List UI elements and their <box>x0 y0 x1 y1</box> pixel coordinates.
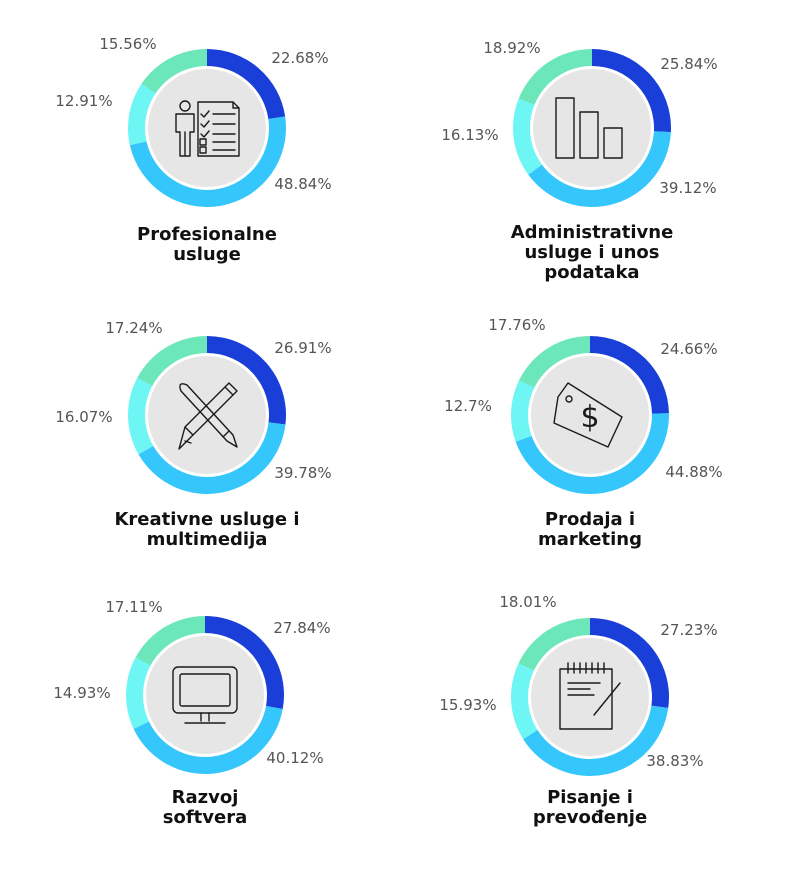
donut-slice <box>126 657 151 729</box>
bar-chart-icon <box>555 97 623 159</box>
chart-title: usluge i unos <box>524 242 659 263</box>
slice-value-label: 48.84% <box>274 175 331 193</box>
donut-center <box>144 634 266 756</box>
slice-value-label: 17.11% <box>105 598 162 616</box>
chart-title: usluge <box>173 244 241 265</box>
slice-value-label: 27.84% <box>273 619 330 637</box>
donut-slice <box>519 336 590 388</box>
chart-title: Administrativne <box>511 222 674 243</box>
slice-value-label: 18.01% <box>499 593 556 611</box>
donut-slice <box>137 336 207 386</box>
monitor-icon <box>172 666 238 724</box>
donut-slice <box>523 705 669 776</box>
chart-title: Prodaja i <box>545 509 635 530</box>
slice-value-label: 27.23% <box>660 621 717 639</box>
donut-slice <box>511 380 535 442</box>
slice-value-label: 12.7% <box>444 397 492 415</box>
slice-value-label: 18.92% <box>483 39 540 57</box>
donut-chart: 25.84% 39.12% 16.13% 18.92% Administrativneu… <box>441 39 717 283</box>
slice-value-label: 16.07% <box>55 408 112 426</box>
donut-chart: $24.66% 44.88% 12.7% 17.76% Prodaja imarketi… <box>444 316 722 550</box>
donut-center <box>531 67 653 189</box>
donut-slice <box>528 131 671 208</box>
donut-center <box>529 354 651 476</box>
svg-text:$: $ <box>580 400 599 435</box>
slice-value-label: 15.56% <box>99 35 156 53</box>
slice-value-label: 39.12% <box>659 179 716 197</box>
donut-slice <box>138 422 286 494</box>
chart-title: Profesionalne <box>137 224 277 245</box>
pencil-brush-icon <box>178 382 238 450</box>
slice-value-label: 17.24% <box>105 319 162 337</box>
chart-title: softvera <box>163 807 247 828</box>
donut-slice <box>590 336 669 414</box>
donut-slice <box>141 49 207 94</box>
slice-value-label: 17.76% <box>488 316 545 334</box>
donut-slice <box>590 618 669 709</box>
donut-chart: 27.23% 38.83% 15.93% 18.01% Pisanje iprevođe… <box>439 593 717 828</box>
slice-value-label: 24.66% <box>660 340 717 358</box>
chart-title: Razvoj <box>172 787 239 808</box>
slice-value-label: 38.83% <box>646 752 703 770</box>
donut-slice <box>129 116 286 207</box>
donut-slice <box>205 616 284 710</box>
slice-value-label: 12.91% <box>55 92 112 110</box>
donut-slice <box>135 616 205 666</box>
donut-slice <box>207 336 286 425</box>
chart-title: podataka <box>544 262 639 283</box>
slice-value-label: 25.84% <box>660 55 717 73</box>
donut-center <box>146 354 268 476</box>
donut-slice <box>511 663 538 740</box>
resume-checklist-icon <box>175 100 240 157</box>
donut-slice <box>133 706 283 774</box>
donut-slice <box>518 49 592 105</box>
slice-value-label: 16.13% <box>441 126 498 144</box>
donut-slice <box>513 98 542 175</box>
donut-slice <box>127 377 154 455</box>
donut-slice <box>518 618 590 671</box>
donut-center <box>529 636 651 758</box>
slice-value-label: 15.93% <box>439 696 496 714</box>
chart-title: prevođenje <box>533 807 647 828</box>
donut-chart: 22.68% 48.84% 12.91% 15.56% Profesionalneusl… <box>55 35 331 265</box>
notepad-pen-icon <box>559 662 621 730</box>
chart-title: marketing <box>538 529 642 550</box>
slice-value-label: 44.88% <box>665 463 722 481</box>
slice-value-label: 39.78% <box>274 464 331 482</box>
chart-title: multimedija <box>147 529 268 550</box>
donut-slice <box>515 413 669 494</box>
slice-value-label: 22.68% <box>271 49 328 67</box>
donut-chart: 26.91% 39.78% 16.07% 17.24% Kreativne usluge… <box>55 319 331 550</box>
donut-slice <box>207 49 286 120</box>
chart-title: Pisanje i <box>547 787 633 808</box>
slice-value-label: 40.12% <box>266 749 323 767</box>
donut-center <box>146 67 268 189</box>
donut-slice <box>592 49 671 133</box>
donut-slice <box>128 83 156 146</box>
slice-value-label: 26.91% <box>274 339 331 357</box>
price-tag-icon: $ <box>553 382 623 448</box>
chart-title: Kreativne usluge i <box>114 509 299 530</box>
slice-value-label: 14.93% <box>53 684 110 702</box>
